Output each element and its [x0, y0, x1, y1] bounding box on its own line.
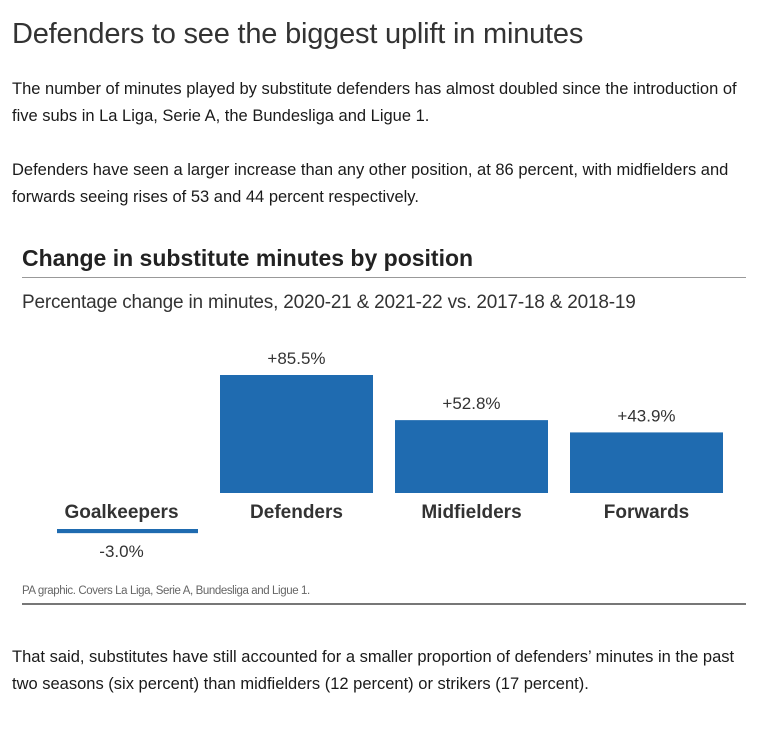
intro-paragraph: The number of minutes played by substitu… [12, 80, 737, 125]
chart-bottom-divider [22, 603, 746, 605]
chart-title: Change in substitute minutes by position [22, 245, 474, 271]
chart-subtitle: Percentage change in minutes, 2020-21 & … [22, 292, 636, 313]
bar-goalkeepers [57, 529, 198, 534]
data-label-defenders: +85.5% [267, 349, 325, 368]
category-label-forwards: Forwards [604, 502, 690, 523]
category-label-goalkeepers: Goalkeepers [64, 502, 178, 523]
category-label-defenders: Defenders [250, 502, 343, 523]
headline: Defenders to see the biggest uplift in m… [12, 18, 584, 50]
second-paragraph: Defenders have seen a larger increase th… [12, 161, 729, 206]
closing-paragraph: That said, substitutes have still accoun… [12, 648, 735, 693]
chart-source: PA graphic. Covers La Liga, Serie A, Bun… [22, 585, 310, 597]
bar-midfielders [395, 420, 548, 493]
bar-chart: Goalkeepers -3.0% +85.5% Defenders +52.8% Mid… [57, 349, 723, 561]
data-label-midfielders: +52.8% [442, 394, 500, 413]
data-label-forwards: +43.9% [617, 406, 675, 425]
chart-title-divider [22, 277, 746, 278]
bar-forwards [570, 432, 723, 493]
data-label-goalkeepers: -3.0% [99, 542, 143, 561]
bar-defenders [220, 375, 373, 493]
category-label-midfielders: Midfielders [421, 502, 521, 523]
